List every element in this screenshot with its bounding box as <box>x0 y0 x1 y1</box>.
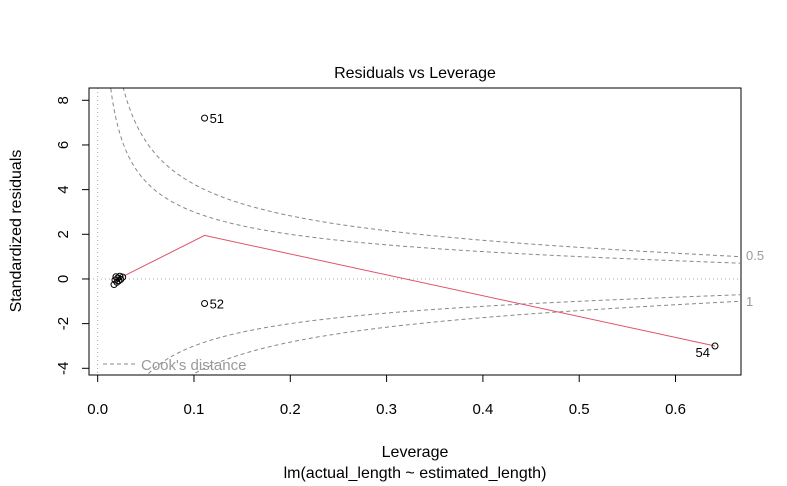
data-point <box>117 275 125 283</box>
cooks-contour-1-lower <box>190 300 741 375</box>
point-label-52: 52 <box>210 297 224 312</box>
y-tick-label: 8 <box>55 96 72 104</box>
contour-labels: 0.51 <box>746 248 764 309</box>
smooth-line <box>114 234 716 347</box>
x-tick-label: 0.2 <box>280 401 301 418</box>
data-point <box>119 273 127 281</box>
chart-subtitle: lm(actual_length ~ estimated_length) <box>284 465 547 482</box>
x-tick-label: 0.1 <box>184 401 205 418</box>
y-tick-label: -2 <box>55 317 72 330</box>
x-axis-label: Leverage <box>382 444 449 461</box>
y-tick-label: 6 <box>55 141 72 149</box>
y-tick-label: -4 <box>55 362 72 375</box>
x-tick-label: 0.5 <box>569 401 590 418</box>
data-point <box>116 272 124 280</box>
cooks-contour-1-upper <box>122 88 741 258</box>
data-point-52 <box>201 300 209 308</box>
cooks-contour-0.5-upper <box>110 88 741 264</box>
data-point-51 <box>201 114 209 122</box>
x-tick-label: 0.3 <box>376 401 397 418</box>
data-point <box>115 277 123 285</box>
data-point-54 <box>711 342 719 350</box>
chart-title: Residuals vs Leverage <box>334 65 496 82</box>
y-tick-label: 0 <box>55 275 72 283</box>
y-axis: -4 -2 0 2 4 6 8 <box>55 96 90 375</box>
contour-label-0.5: 0.5 <box>746 248 764 263</box>
point-label-51: 51 <box>210 111 224 126</box>
x-tick-label: 0.6 <box>665 401 686 418</box>
y-tick-label: 4 <box>55 185 72 193</box>
contour-label-1: 1 <box>746 294 753 309</box>
smooth-line-group <box>114 234 716 347</box>
x-axis: 0.0 0.1 0.2 0.3 0.4 0.5 0.6 <box>87 374 686 418</box>
x-tick-label: 0.0 <box>87 401 108 418</box>
data-points <box>110 114 719 350</box>
point-labels: 51 52 54 <box>210 111 710 360</box>
x-tick-label: 0.4 <box>472 401 493 418</box>
cooks-contour-0.5-lower <box>146 294 741 375</box>
point-label-54: 54 <box>696 345 710 360</box>
cooks-distance-contours <box>110 88 741 375</box>
reference-lines <box>89 88 741 375</box>
legend: Cook's distance <box>103 357 246 374</box>
plot-frame <box>88 87 742 376</box>
y-axis-label: Standardized residuals <box>8 150 25 313</box>
y-tick-label: 2 <box>55 230 72 238</box>
legend-label: Cook's distance <box>141 357 246 374</box>
